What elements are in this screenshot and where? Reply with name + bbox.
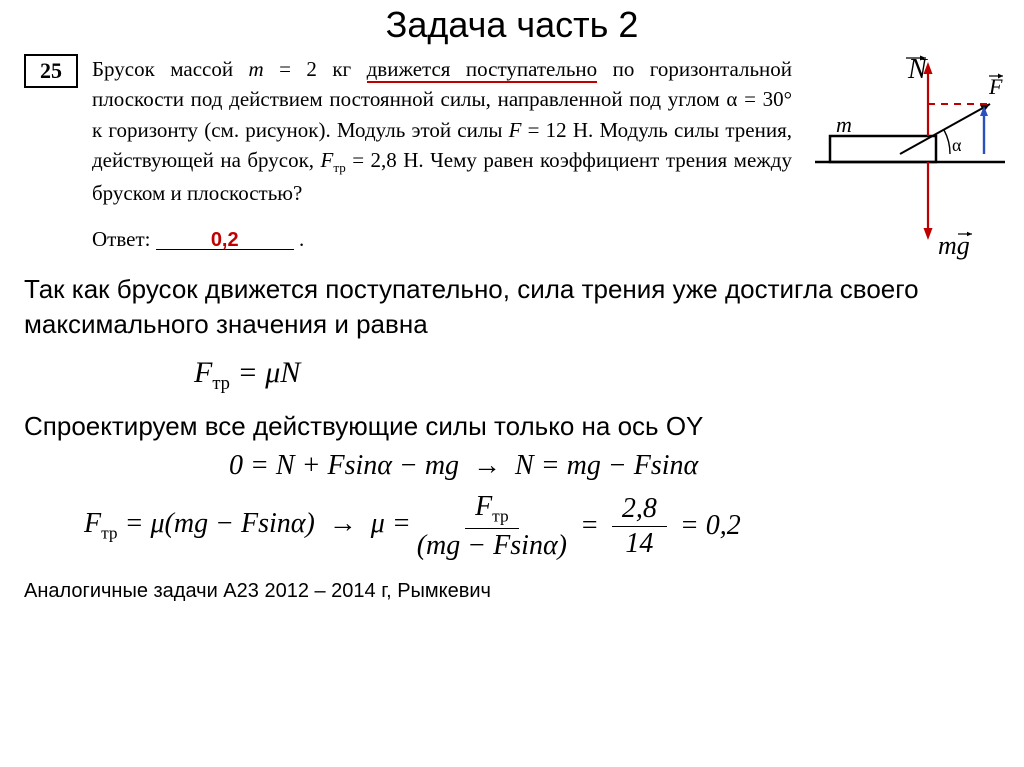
svg-text:N: N [907, 54, 928, 85]
formula-final: Fтр = μ(mg − Fsinα) → μ = Fтр (mg − Fsin… [84, 492, 1000, 560]
svg-text:F: F [988, 74, 1003, 99]
fraction-2: 2,8 14 [612, 494, 667, 558]
explanation-2: Спроектируем все действующие силы только… [24, 409, 964, 444]
footnote: Аналогичные задачи А23 2012 – 2014 г, Ры… [24, 580, 1000, 603]
formula-projection: 0 = N + Fsinα − mg → N = mg − Fsinα [229, 450, 1000, 482]
problem-text: Брусок массой m = 2 кг движется поступат… [92, 54, 792, 209]
page-title: Задача часть 2 [24, 4, 1000, 46]
answer-blank: 0,2 [156, 231, 294, 250]
formula-final-result: = 0,2 [680, 510, 741, 542]
svg-text:m: m [836, 112, 852, 137]
answer-label: Ответ: [92, 227, 150, 251]
formula-final-lhs: Fтр = μ(mg − Fsinα) → μ = [84, 508, 411, 544]
explanation-1: Так как брусок движется поступательно, с… [24, 272, 964, 342]
formula-friction: Fтр = μN [194, 356, 1000, 395]
question-number-box: 25 [24, 54, 78, 88]
force-diagram: m α F N mg [800, 54, 1010, 264]
svg-text:α: α [952, 135, 962, 155]
svg-text:mg: mg [938, 231, 970, 260]
fraction-1: Fтр (mg − Fsinα) [417, 492, 567, 560]
